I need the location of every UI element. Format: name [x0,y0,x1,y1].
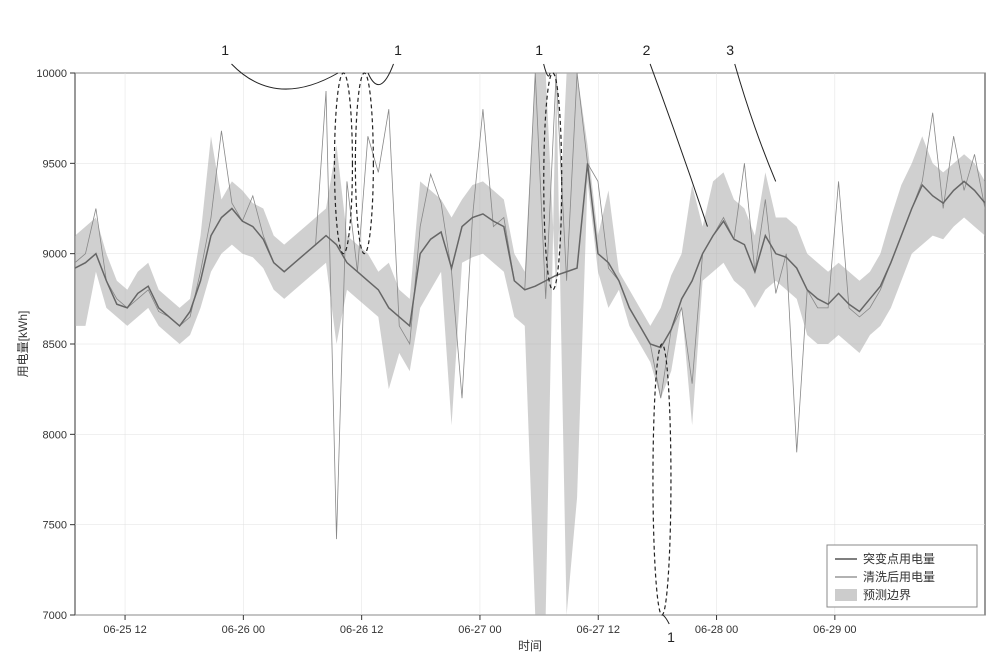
chart-svg: 7000 7500 8000 8500 9000 9500 10000 06-25 12 06-… [0,0,1000,661]
svg-text:1: 1 [394,42,402,58]
svg-text:7500: 7500 [43,520,67,532]
svg-text:1: 1 [535,42,543,58]
svg-text:06-27 12: 06-27 12 [577,624,620,636]
svg-text:06-26 12: 06-26 12 [340,624,383,636]
svg-text:预测边界: 预测边界 [863,588,911,602]
svg-text:06-28 00: 06-28 00 [695,624,738,636]
svg-text:10000: 10000 [36,68,67,80]
chart-container: 7000 7500 8000 8500 9000 9500 10000 06-25 12 06-… [0,0,1000,661]
svg-text:06-29 00: 06-29 00 [813,624,856,636]
svg-text:清洗后用电量: 清洗后用电量 [863,570,935,584]
svg-text:1: 1 [221,42,229,58]
svg-text:1: 1 [667,629,675,645]
svg-text:用电量[kWh]: 用电量[kWh] [16,311,30,378]
svg-text:2: 2 [643,42,651,58]
svg-text:8500: 8500 [43,339,67,351]
svg-text:9000: 9000 [43,249,67,261]
svg-text:时间: 时间 [518,639,542,653]
svg-text:突变点用电量: 突变点用电量 [863,551,935,566]
svg-text:06-25 12: 06-25 12 [103,624,146,636]
svg-text:3: 3 [726,42,734,58]
svg-text:06-26 00: 06-26 00 [222,624,265,636]
svg-text:7000: 7000 [43,610,67,622]
svg-text:9500: 9500 [43,158,67,170]
svg-text:8000: 8000 [43,429,67,441]
svg-text:06-27 00: 06-27 00 [458,624,501,636]
